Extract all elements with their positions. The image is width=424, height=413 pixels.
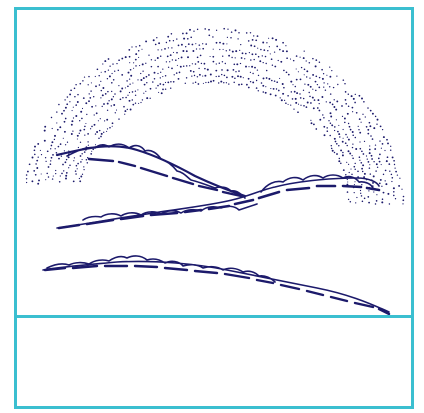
landscape-illustration	[25, 27, 405, 315]
middle-hill	[56, 174, 381, 230]
back-hill	[55, 143, 247, 199]
caption-area	[17, 318, 411, 406]
image-frame	[14, 7, 414, 409]
dotted-arc	[25, 27, 405, 205]
frame-divider	[14, 315, 414, 318]
front-hill	[42, 255, 391, 315]
